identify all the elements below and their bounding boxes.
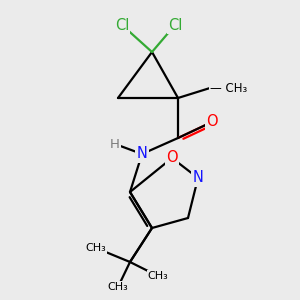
Text: O: O — [206, 115, 218, 130]
Text: CH₃: CH₃ — [108, 282, 128, 292]
Text: — CH₃: — CH₃ — [210, 82, 247, 94]
Text: O: O — [166, 151, 178, 166]
Text: Cl: Cl — [168, 17, 182, 32]
Text: H: H — [110, 137, 120, 151]
Text: N: N — [193, 170, 203, 185]
Text: Cl: Cl — [115, 17, 129, 32]
Text: CH₃: CH₃ — [148, 271, 168, 281]
Text: CH₃: CH₃ — [85, 243, 106, 253]
Text: N: N — [136, 146, 147, 161]
